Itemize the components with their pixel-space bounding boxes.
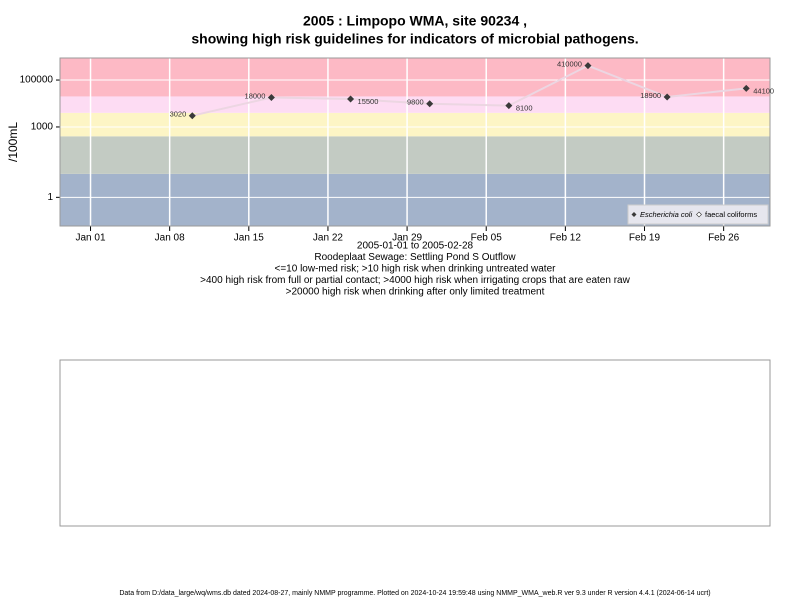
chart-title: 2005 : Limpopo WMA, site 90234 , [303,13,527,29]
y-axis-label: /100mL [6,122,20,162]
data-label: 8100 [516,104,533,113]
series-line [192,64,747,117]
legend-symbol [696,211,702,218]
y-tick-label: 1 [47,192,53,203]
legend-label: Escherichia coli [640,210,692,219]
x-note: >400 high risk from full or partial cont… [200,275,630,286]
data-label: 9800 [407,98,424,107]
data-label: 18000 [245,91,266,100]
x-tick-label: Jan 15 [234,233,264,244]
y-tick-label: 100000 [20,75,54,86]
risk-band [60,96,770,113]
x-note: 2005-01-01 to 2005-02-28 [357,241,474,252]
x-note: Roodeplaat Sewage: Settling Pond S Outfl… [314,252,516,263]
x-tick-label: Jan 22 [313,233,343,244]
data-point [426,100,434,108]
x-note: <=10 low-med risk; >10 high risk when dr… [275,264,557,275]
y-tick-label: 1000 [31,122,54,133]
data-point [188,112,196,120]
risk-band [60,112,770,137]
legend-label: faecal coliforms [705,210,757,219]
data-point [347,95,355,103]
legend-symbol [631,212,637,217]
x-tick-label: Feb 19 [629,233,661,244]
data-label: 410000 [557,60,582,69]
x-tick-label: Jan 08 [155,233,185,244]
data-point [505,102,513,110]
chart-subtitle: showing high risk guidelines for indicat… [191,31,638,47]
plot-frame [59,57,771,227]
empty-panel [59,359,771,527]
data-label: 18900 [640,91,661,100]
x-tick-label: Jan 01 [76,233,106,244]
x-note: >20000 high risk when drinking after onl… [286,287,545,298]
x-tick-label: Feb 26 [708,233,740,244]
footer: Data from D:/data_large/wq/wms.db dated … [119,590,710,597]
risk-band [60,58,770,97]
data-point [267,94,275,102]
data-label: 3020 [170,110,187,119]
data-label: 15500 [358,97,379,106]
data-label: 44100 [753,86,774,95]
risk-band [60,136,770,174]
x-tick-label: Feb 12 [550,233,582,244]
data-point [584,62,592,70]
data-point [742,84,750,92]
x-tick-label: Jan 29 [392,233,422,244]
x-tick-label: Feb 05 [471,233,503,244]
data-point [663,93,671,101]
